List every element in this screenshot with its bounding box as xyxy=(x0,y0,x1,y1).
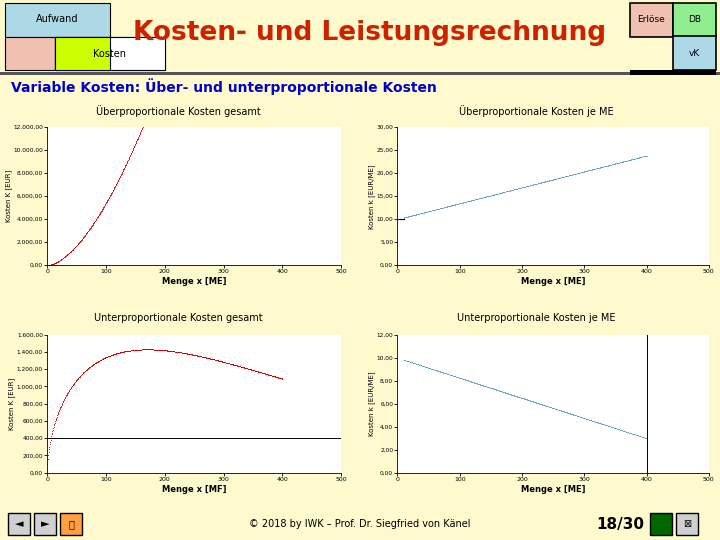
Bar xyxy=(60,513,82,535)
Bar xyxy=(55,37,165,70)
Y-axis label: Kosten k [EUR/ME]: Kosten k [EUR/ME] xyxy=(369,372,375,436)
Bar xyxy=(5,37,55,70)
Bar xyxy=(676,513,698,535)
Bar xyxy=(673,3,716,37)
Bar xyxy=(630,70,716,75)
Text: Überproportionale Kosten je ME: Überproportionale Kosten je ME xyxy=(459,105,613,117)
Text: Unterproportionale Kosten je ME: Unterproportionale Kosten je ME xyxy=(456,313,616,322)
Bar xyxy=(55,37,110,70)
Bar xyxy=(650,513,672,535)
Text: 18/30: 18/30 xyxy=(596,516,644,531)
X-axis label: Menge x [MF]: Menge x [MF] xyxy=(162,485,226,494)
Text: 🏠: 🏠 xyxy=(68,519,74,529)
Text: Unterproportionale Kosten gesamt: Unterproportionale Kosten gesamt xyxy=(94,313,262,322)
Text: ⊠: ⊠ xyxy=(683,519,691,529)
Bar xyxy=(673,36,716,70)
Bar xyxy=(8,513,30,535)
Text: DB: DB xyxy=(688,16,701,24)
Text: Kosten: Kosten xyxy=(94,49,127,59)
X-axis label: Menge x [ME]: Menge x [ME] xyxy=(162,277,226,286)
X-axis label: Menge x [ME]: Menge x [ME] xyxy=(521,485,585,494)
Bar xyxy=(34,513,56,535)
Bar xyxy=(0,72,720,75)
Bar xyxy=(55,37,110,70)
Text: © 2018 by IWK – Prof. Dr. Siegfried von Känel: © 2018 by IWK – Prof. Dr. Siegfried von … xyxy=(249,519,471,529)
Text: Erlöse: Erlöse xyxy=(638,16,665,24)
Text: vK: vK xyxy=(689,49,700,57)
Text: ◄: ◄ xyxy=(14,519,23,529)
Text: ►: ► xyxy=(41,519,49,529)
Y-axis label: Kosten K [EUR]: Kosten K [EUR] xyxy=(5,170,12,222)
Text: Aufwand: Aufwand xyxy=(36,14,78,24)
Text: Variable Kosten: Über- und unterproportionale Kosten: Variable Kosten: Über- und unterproporti… xyxy=(11,79,436,96)
Bar xyxy=(630,3,673,37)
Y-axis label: Kosten K [EUR]: Kosten K [EUR] xyxy=(9,377,15,430)
Bar xyxy=(110,37,165,70)
Y-axis label: Kosten k [EUR/ME]: Kosten k [EUR/ME] xyxy=(368,164,375,228)
Text: Kosten- und Leistungsrechnung: Kosten- und Leistungsrechnung xyxy=(133,20,606,46)
Text: Überproportionale Kosten gesamt: Überproportionale Kosten gesamt xyxy=(96,105,261,117)
Bar xyxy=(5,3,110,37)
X-axis label: Menge x [ME]: Menge x [ME] xyxy=(521,277,585,286)
